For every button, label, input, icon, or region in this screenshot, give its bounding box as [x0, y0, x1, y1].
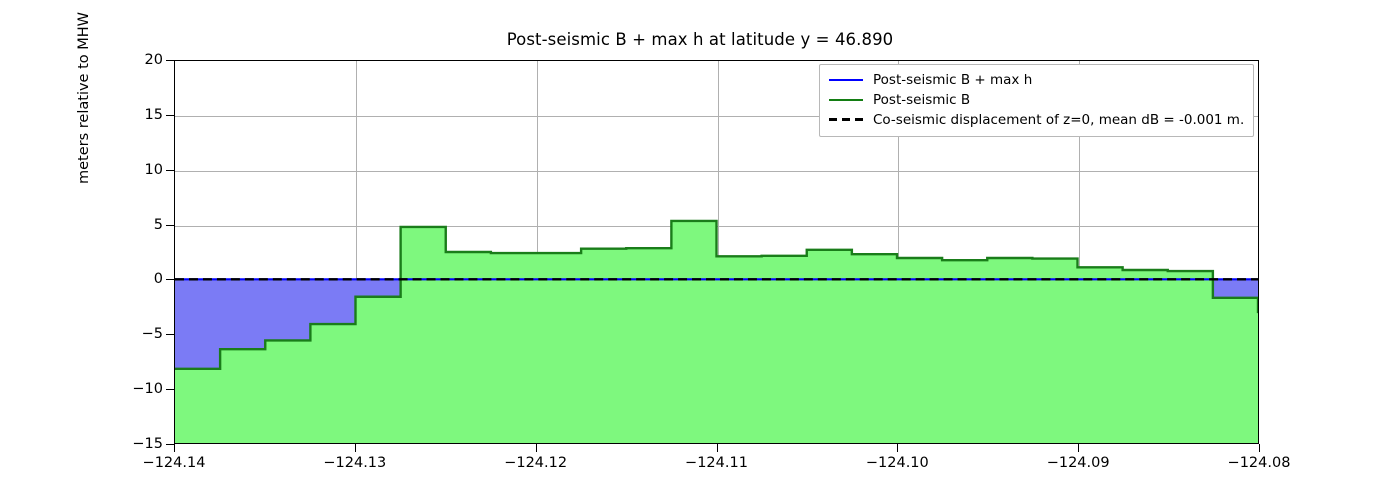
- series-lines: [175, 219, 1258, 370]
- y-axis-tick: [166, 114, 174, 116]
- y-axis-tick-label: 5: [153, 216, 163, 233]
- legend-entry: Co-seismic displacement of z=0, mean dB …: [829, 110, 1244, 130]
- legend-entry: Post-seismic B: [829, 90, 1244, 110]
- x-axis-tick-label: −124.09: [1046, 455, 1110, 471]
- gridline-vertical: [717, 61, 719, 443]
- x-axis-tick-label: −124.14: [142, 455, 206, 471]
- x-axis-tick: [535, 444, 537, 452]
- y-axis-tick: [166, 279, 174, 281]
- legend-swatch-line-dashed-black: [829, 114, 863, 126]
- y-axis-tick-label: −10: [132, 381, 163, 398]
- x-axis-tick-label: −124.08: [1227, 455, 1291, 471]
- y-axis-tick-label: 0: [153, 271, 163, 288]
- post-seismic-b-fill: [175, 220, 1258, 443]
- x-axis-tick: [174, 444, 175, 452]
- x-axis-tick: [897, 444, 899, 452]
- y-axis-tick: [166, 224, 174, 226]
- series-fills: [175, 220, 1258, 443]
- x-axis-tick: [1259, 444, 1260, 452]
- gridline-vertical: [898, 61, 900, 443]
- x-axis-tick-label: −124.10: [865, 455, 929, 471]
- y-axis-tick-label: 20: [144, 52, 163, 68]
- y-axis-tick-label: 15: [144, 106, 163, 123]
- gridline-vertical: [1079, 61, 1081, 443]
- y-axis-tick: [166, 169, 174, 171]
- x-axis-tick: [354, 444, 356, 452]
- x-axis-tick-label: −124.12: [504, 455, 568, 471]
- gridline-horizontal: [175, 170, 1258, 172]
- post-seismic-b-line: [175, 219, 1258, 370]
- legend-swatch-line-solid-blue: [829, 74, 863, 86]
- y-axis-tick: [166, 334, 174, 336]
- legend-label: Post-seismic B + max h: [873, 72, 1033, 88]
- gridline-horizontal: [175, 115, 1258, 117]
- x-axis-tick: [1078, 444, 1080, 452]
- x-axis-tick-label: −124.13: [323, 455, 387, 471]
- gridline-vertical: [355, 61, 357, 443]
- y-axis-tick-label: −5: [141, 326, 163, 343]
- y-axis-tick: [166, 389, 174, 391]
- y-axis-tick: [166, 60, 174, 61]
- legend-swatch-line-solid-green: [829, 94, 863, 106]
- post-seismic-b-plus-max-h-fill: [175, 279, 1258, 369]
- legend: Post-seismic B + max h Post-seismic B Co…: [819, 64, 1255, 137]
- y-axis-tick-label: 10: [144, 161, 163, 178]
- y-axis-label: meters relative to MHW: [76, 12, 92, 184]
- legend-label: Post-seismic B: [873, 92, 971, 108]
- legend-entry: Post-seismic B + max h: [829, 70, 1244, 90]
- y-axis-tick-label: −15: [132, 436, 163, 452]
- chart-title: Post-seismic B + max h at latitude y = 4…: [506, 30, 894, 49]
- x-axis-tick-label: −124.11: [685, 455, 748, 471]
- legend-label: Co-seismic displacement of z=0, mean dB …: [873, 112, 1245, 128]
- x-axis-tick: [716, 444, 718, 452]
- y-axis-tick: [166, 444, 174, 445]
